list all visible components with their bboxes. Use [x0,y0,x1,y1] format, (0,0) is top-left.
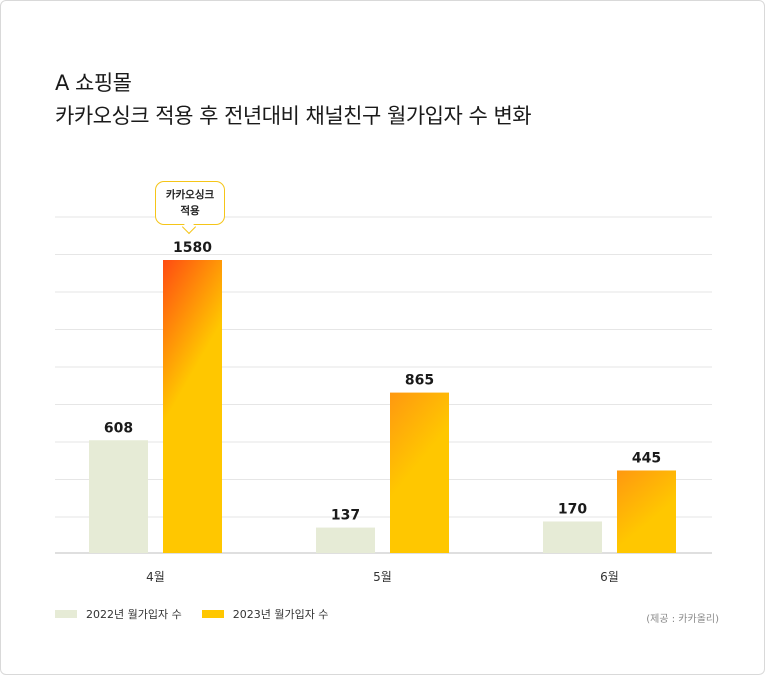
chart-title-line2: 카카오싱크 적용 후 전년대비 채널친구 월가입자 수 변화 [55,104,532,128]
annotation-callout: 카카오싱크 적용 [155,181,225,225]
bar-2023-4 [163,260,222,553]
bar-2022-6 [543,521,602,553]
x-tick-label: 5월 [373,570,392,584]
callout-line1: 카카오싱크 [165,189,215,201]
bar-2022-4 [89,440,148,553]
legend-item-2022: 2022년 월가입자 수 [55,606,182,622]
value-label: 1580 [173,240,212,256]
value-label: 608 [104,420,133,436]
value-label: 445 [632,450,661,466]
x-tick-label: 6월 [600,570,619,584]
callout-line2: 적용 [180,205,200,217]
value-label: 170 [558,501,587,517]
legend: 2022년 월가입자 수 2023년 월가입자 수 [55,606,348,622]
bar-2022-5 [316,527,375,553]
bar-2023-6 [617,470,676,553]
legend-label-2022: 2022년 월가입자 수 [86,608,182,621]
x-tick-labels: 4월 5월 6월 [146,570,619,584]
legend-item-2023: 2023년 월가입자 수 [201,606,329,622]
bar-2023-5 [390,392,449,553]
grid-lines [55,216,712,554]
value-label: 865 [405,373,434,389]
chart-title-line1: A 쇼핑몰 [55,71,132,95]
legend-label-2023: 2023년 월가입자 수 [232,608,329,621]
x-tick-label: 4월 [146,570,165,584]
value-labels: 608 1580 137 865 170 445 [104,240,661,524]
value-label: 137 [331,508,360,524]
source-note: (제공 : 카카올리) [646,614,719,625]
legend-swatch-2022 [55,610,77,618]
legend-swatch-2023 [201,610,224,618]
bars [89,260,676,553]
